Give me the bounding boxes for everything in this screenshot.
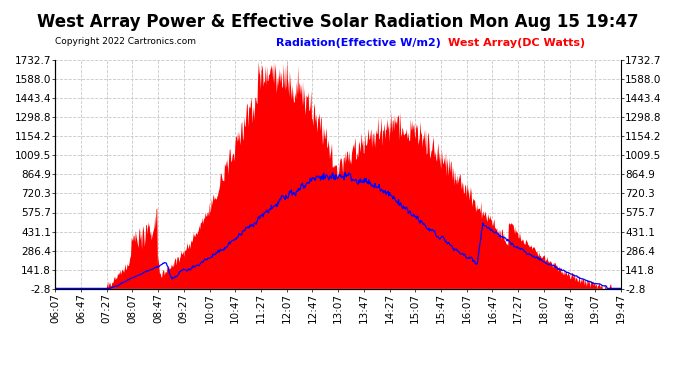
Text: Copyright 2022 Cartronics.com: Copyright 2022 Cartronics.com <box>55 38 196 46</box>
Text: Radiation(Effective W/m2): Radiation(Effective W/m2) <box>276 38 441 48</box>
Text: West Array(DC Watts): West Array(DC Watts) <box>448 38 586 48</box>
Text: West Array Power & Effective Solar Radiation Mon Aug 15 19:47: West Array Power & Effective Solar Radia… <box>37 13 639 31</box>
